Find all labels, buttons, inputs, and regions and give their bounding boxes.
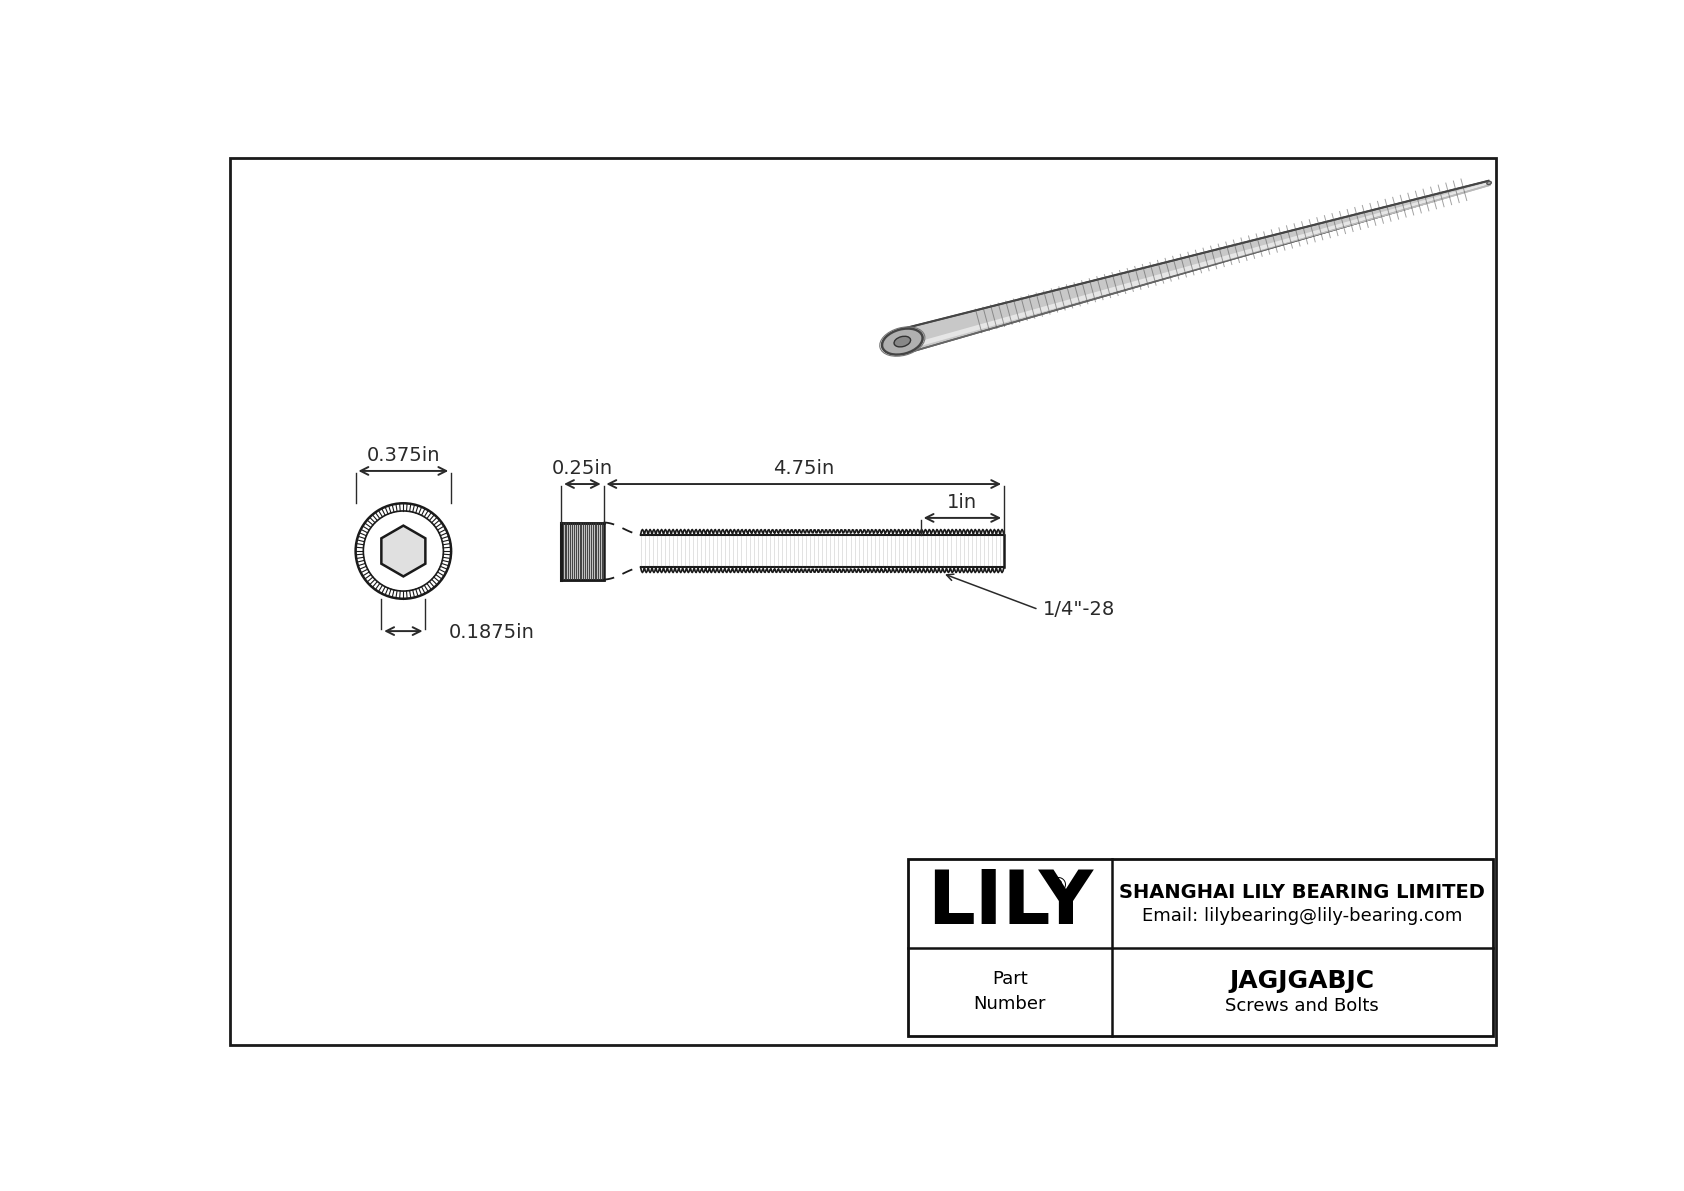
Text: 1/4"-28: 1/4"-28	[1042, 600, 1115, 619]
Text: 0.375in: 0.375in	[367, 445, 440, 464]
Polygon shape	[899, 181, 1490, 354]
Bar	[561, 523, 603, 580]
Text: 4.75in: 4.75in	[773, 459, 834, 478]
Ellipse shape	[1487, 181, 1492, 185]
Polygon shape	[381, 525, 426, 576]
Text: JAGJGABJC: JAGJGABJC	[1229, 969, 1374, 993]
Bar	[908, 859, 1494, 1036]
Ellipse shape	[882, 329, 923, 355]
Circle shape	[352, 500, 455, 601]
Text: SHANGHAI LILY BEARING LIMITED: SHANGHAI LILY BEARING LIMITED	[1120, 883, 1485, 902]
Text: 0.25in: 0.25in	[552, 459, 613, 478]
Text: Email: lilybearing@lily-bearing.com: Email: lilybearing@lily-bearing.com	[1142, 906, 1462, 924]
Text: Part
Number: Part Number	[973, 971, 1046, 1014]
Text: ®: ®	[1047, 877, 1068, 897]
Text: Screws and Bolts: Screws and Bolts	[1226, 997, 1379, 1015]
Text: 1in: 1in	[948, 493, 977, 512]
Text: 0.1875in: 0.1875in	[448, 623, 534, 642]
Ellipse shape	[894, 336, 911, 347]
Text: LILY: LILY	[926, 867, 1093, 940]
